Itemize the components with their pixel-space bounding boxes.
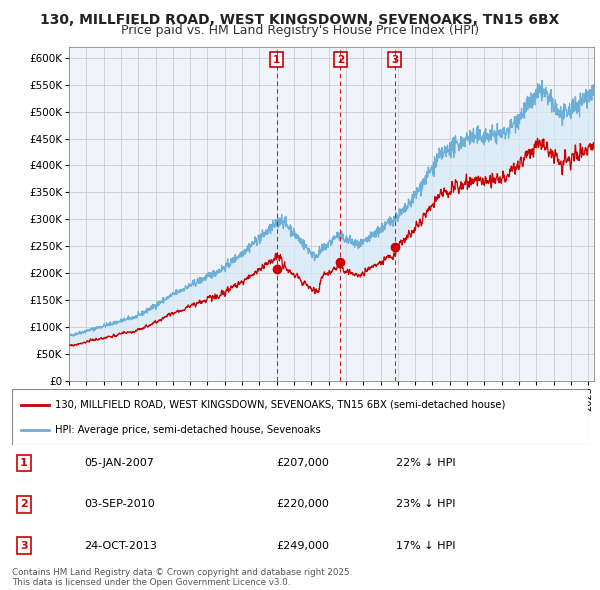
Text: 24-OCT-2013: 24-OCT-2013 <box>84 541 157 550</box>
Text: 130, MILLFIELD ROAD, WEST KINGSDOWN, SEVENOAKS, TN15 6BX (semi-detached house): 130, MILLFIELD ROAD, WEST KINGSDOWN, SEV… <box>55 399 506 409</box>
Text: 22% ↓ HPI: 22% ↓ HPI <box>396 458 455 468</box>
Text: £249,000: £249,000 <box>276 541 329 550</box>
Text: £220,000: £220,000 <box>276 500 329 509</box>
Text: 05-JAN-2007: 05-JAN-2007 <box>84 458 154 468</box>
Text: HPI: Average price, semi-detached house, Sevenoaks: HPI: Average price, semi-detached house,… <box>55 425 321 435</box>
Text: 17% ↓ HPI: 17% ↓ HPI <box>396 541 455 550</box>
Text: 3: 3 <box>20 541 28 550</box>
Text: Price paid vs. HM Land Registry's House Price Index (HPI): Price paid vs. HM Land Registry's House … <box>121 24 479 37</box>
Text: £207,000: £207,000 <box>276 458 329 468</box>
Text: 3: 3 <box>391 54 398 64</box>
Text: 2: 2 <box>20 500 28 509</box>
Text: 2: 2 <box>337 54 344 64</box>
Text: 1: 1 <box>20 458 28 468</box>
Text: 23% ↓ HPI: 23% ↓ HPI <box>396 500 455 509</box>
Text: Contains HM Land Registry data © Crown copyright and database right 2025.
This d: Contains HM Land Registry data © Crown c… <box>12 568 352 587</box>
Text: 1: 1 <box>273 54 281 64</box>
Text: 03-SEP-2010: 03-SEP-2010 <box>84 500 155 509</box>
Text: 130, MILLFIELD ROAD, WEST KINGSDOWN, SEVENOAKS, TN15 6BX: 130, MILLFIELD ROAD, WEST KINGSDOWN, SEV… <box>40 13 560 27</box>
FancyBboxPatch shape <box>12 389 588 445</box>
